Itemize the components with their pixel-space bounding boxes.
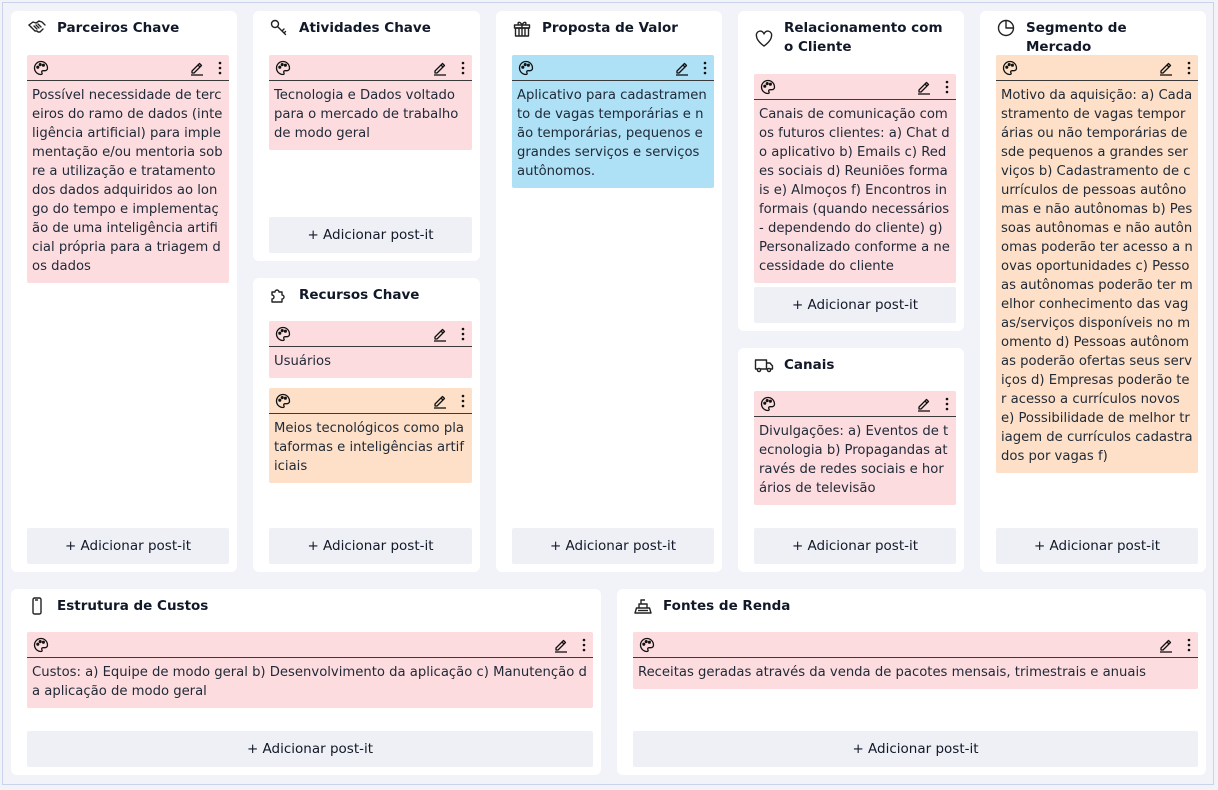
- block-title: Relacionamento com o Cliente: [784, 20, 943, 55]
- edit-pencil-icon[interactable]: [432, 393, 448, 409]
- post-it-text[interactable]: Canais de comunicação com os futuros cli…: [759, 107, 950, 274]
- block-estrutura-de-custos: Estrutura de Custos Custos: a) Equipe de…: [11, 589, 601, 775]
- pie-chart-icon: [997, 19, 1015, 37]
- palette-icon[interactable]: [275, 393, 291, 409]
- truck-icon: [754, 359, 774, 373]
- edit-pencil-icon[interactable]: [432, 326, 448, 342]
- more-vertical-icon[interactable]: [944, 80, 950, 94]
- post-it-note[interactable]: Meios tecnológicos como plataformas e in…: [269, 388, 472, 483]
- palette-icon[interactable]: [760, 396, 776, 412]
- post-it-note[interactable]: Aplicativo para cadastramento de vagas t…: [512, 55, 714, 188]
- add-post-it-button[interactable]: + Adicionar post-it: [512, 528, 714, 564]
- gift-icon: [513, 21, 531, 37]
- post-it-text[interactable]: Possível necessidade de terceiros do ram…: [32, 88, 223, 274]
- palette-icon[interactable]: [275, 326, 291, 342]
- add-post-it-button[interactable]: + Adicionar post-it: [269, 217, 472, 253]
- palette-icon[interactable]: [33, 637, 49, 653]
- add-post-it-button[interactable]: + Adicionar post-it: [27, 528, 229, 564]
- post-it-note[interactable]: Motivo da aquisição: a) Cadastramento de…: [996, 55, 1198, 473]
- more-vertical-icon[interactable]: [1186, 638, 1192, 652]
- post-it-text[interactable]: Tecnologia e Dados voltado para o mercad…: [274, 88, 459, 141]
- post-it-text[interactable]: Receitas geradas através da venda de pac…: [638, 665, 1147, 680]
- block-parceiros-chave: Parceiros Chave Possível necessidade de …: [11, 11, 237, 572]
- post-it-text[interactable]: Meios tecnológicos como plataformas e in…: [274, 421, 464, 474]
- edit-pencil-icon[interactable]: [1158, 60, 1174, 76]
- edit-pencil-icon[interactable]: [674, 60, 690, 76]
- more-vertical-icon[interactable]: [581, 638, 587, 652]
- block-proposta-de-valor: Proposta de Valor Aplicativo para cadast…: [496, 11, 722, 572]
- add-post-it-button[interactable]: + Adicionar post-it: [754, 287, 956, 323]
- edit-pencil-icon[interactable]: [916, 79, 932, 95]
- palette-icon[interactable]: [760, 79, 776, 95]
- post-it-text[interactable]: Custos: a) Equipe de modo geral b) Desen…: [32, 665, 587, 699]
- palette-icon[interactable]: [639, 637, 655, 653]
- palette-icon[interactable]: [1002, 60, 1018, 76]
- add-post-it-button[interactable]: + Adicionar post-it: [996, 528, 1198, 564]
- block-title: Atividades Chave: [299, 20, 431, 36]
- more-vertical-icon[interactable]: [460, 327, 466, 341]
- palette-icon[interactable]: [518, 60, 534, 76]
- block-title: Segmento de Mercado: [1026, 20, 1127, 55]
- phone-icon: [32, 597, 42, 615]
- heart-icon: [755, 30, 773, 47]
- block-title: Fontes de Renda: [663, 598, 791, 614]
- post-it-note[interactable]: Divulgações: a) Eventos de tecnologia b)…: [754, 391, 956, 505]
- post-it-note[interactable]: Receitas geradas através da venda de pac…: [633, 632, 1198, 689]
- block-title: Proposta de Valor: [542, 20, 678, 36]
- block-atividades-chave: Atividades Chave Tecnologia e Dados volt…: [253, 11, 480, 261]
- post-it-note[interactable]: Possível necessidade de terceiros do ram…: [27, 55, 229, 283]
- puzzle-icon: [271, 289, 285, 303]
- block-segmento-de-mercado: Segmento de Mercado Motivo da aquisição:…: [980, 11, 1206, 572]
- block-fontes-de-renda: Fontes de Renda Receitas geradas através…: [617, 589, 1206, 775]
- palette-icon[interactable]: [275, 60, 291, 76]
- more-vertical-icon[interactable]: [1186, 61, 1192, 75]
- post-it-note[interactable]: Usuários: [269, 321, 472, 378]
- more-vertical-icon[interactable]: [460, 61, 466, 75]
- edit-pencil-icon[interactable]: [189, 60, 205, 76]
- block-title: Parceiros Chave: [57, 20, 180, 36]
- post-it-text[interactable]: Motivo da aquisição: a) Cadastramento de…: [1001, 88, 1193, 464]
- more-vertical-icon[interactable]: [944, 397, 950, 411]
- handshake-icon: [28, 20, 46, 33]
- post-it-text[interactable]: Divulgações: a) Eventos de tecnologia b)…: [759, 424, 949, 496]
- block-canais: Canais Divulgações: a) Eventos de tecnol…: [738, 348, 964, 572]
- edit-pencil-icon[interactable]: [1158, 637, 1174, 653]
- add-post-it-button[interactable]: + Adicionar post-it: [754, 528, 956, 564]
- post-it-text[interactable]: Aplicativo para cadastramento de vagas t…: [517, 88, 707, 179]
- block-title: Canais: [784, 357, 835, 373]
- key-icon: [270, 19, 287, 36]
- more-vertical-icon[interactable]: [702, 61, 708, 75]
- post-it-note[interactable]: Canais de comunicação com os futuros cli…: [754, 74, 956, 283]
- cash-register-icon: [634, 599, 652, 614]
- add-post-it-button[interactable]: + Adicionar post-it: [633, 731, 1198, 767]
- edit-pencil-icon[interactable]: [553, 637, 569, 653]
- post-it-note[interactable]: Tecnologia e Dados voltado para o mercad…: [269, 55, 472, 150]
- post-it-text[interactable]: Usuários: [274, 354, 331, 369]
- add-post-it-button[interactable]: + Adicionar post-it: [269, 528, 472, 564]
- more-vertical-icon[interactable]: [460, 394, 466, 408]
- block-title: Estrutura de Custos: [57, 598, 209, 614]
- edit-pencil-icon[interactable]: [916, 396, 932, 412]
- more-vertical-icon[interactable]: [217, 61, 223, 75]
- block-title: Recursos Chave: [299, 287, 420, 303]
- palette-icon[interactable]: [33, 60, 49, 76]
- add-post-it-button[interactable]: + Adicionar post-it: [27, 731, 593, 767]
- edit-pencil-icon[interactable]: [432, 60, 448, 76]
- block-relacionamento-cliente: Relacionamento com o Cliente Canais de c…: [738, 11, 964, 331]
- block-recursos-chave: Recursos Chave Usuários Meios tecnológic…: [253, 278, 480, 572]
- post-it-note[interactable]: Custos: a) Equipe de modo geral b) Desen…: [27, 632, 593, 708]
